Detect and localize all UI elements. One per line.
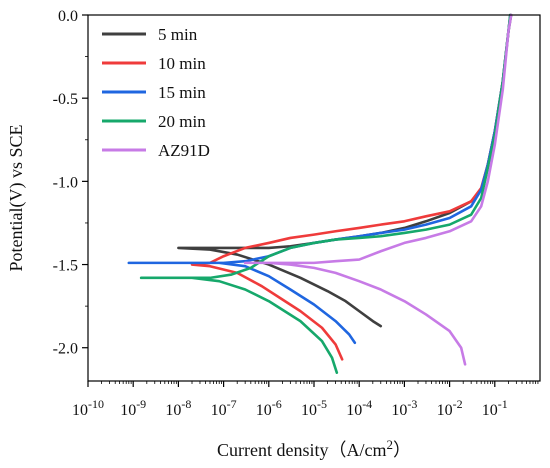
y-tick-label: -1.0 <box>53 174 78 191</box>
series-line-1 <box>190 13 512 361</box>
legend: 5 min 10 min 15 min 20 min AZ91D <box>102 25 210 160</box>
x-tick-label: 10-2 <box>437 397 463 419</box>
axis-ticks: 10-10 10-9 10-8 10-7 10-6 10-5 10-4 10-3 10-2 10-… <box>53 8 539 419</box>
series-line-3 <box>139 13 512 374</box>
x-tick-label: 10-4 <box>346 397 372 419</box>
x-tick-label: 10-10 <box>72 397 104 419</box>
y-axis-title: Potential(V) vs SCE <box>6 124 27 271</box>
series-line-4 <box>243 13 513 366</box>
plot-lines <box>127 13 513 374</box>
x-tick-label: 10-6 <box>256 397 282 419</box>
x-axis-title: Current density（A/cm2） <box>217 437 411 460</box>
legend-label-4: AZ91D <box>158 141 210 160</box>
x-tick-label: 10-3 <box>391 397 417 419</box>
legend-label-0: 5 min <box>158 25 198 44</box>
x-tick-label: 10-8 <box>165 397 191 419</box>
y-tick-label: 0.0 <box>58 8 78 25</box>
x-tick-label: 10-1 <box>482 397 508 419</box>
legend-label-3: 20 min <box>158 112 206 131</box>
legend-label-2: 15 min <box>158 83 206 102</box>
x-tick-label: 10-5 <box>301 397 327 419</box>
x-tick-label: 10-7 <box>211 397 237 419</box>
y-tick-label: -2.0 <box>53 341 78 358</box>
y-tick-label: -0.5 <box>53 91 78 108</box>
x-tick-label: 10-9 <box>120 397 146 419</box>
legend-label-1: 10 min <box>158 54 206 73</box>
series-line-0 <box>177 13 513 328</box>
y-tick-label: -1.5 <box>53 258 78 275</box>
